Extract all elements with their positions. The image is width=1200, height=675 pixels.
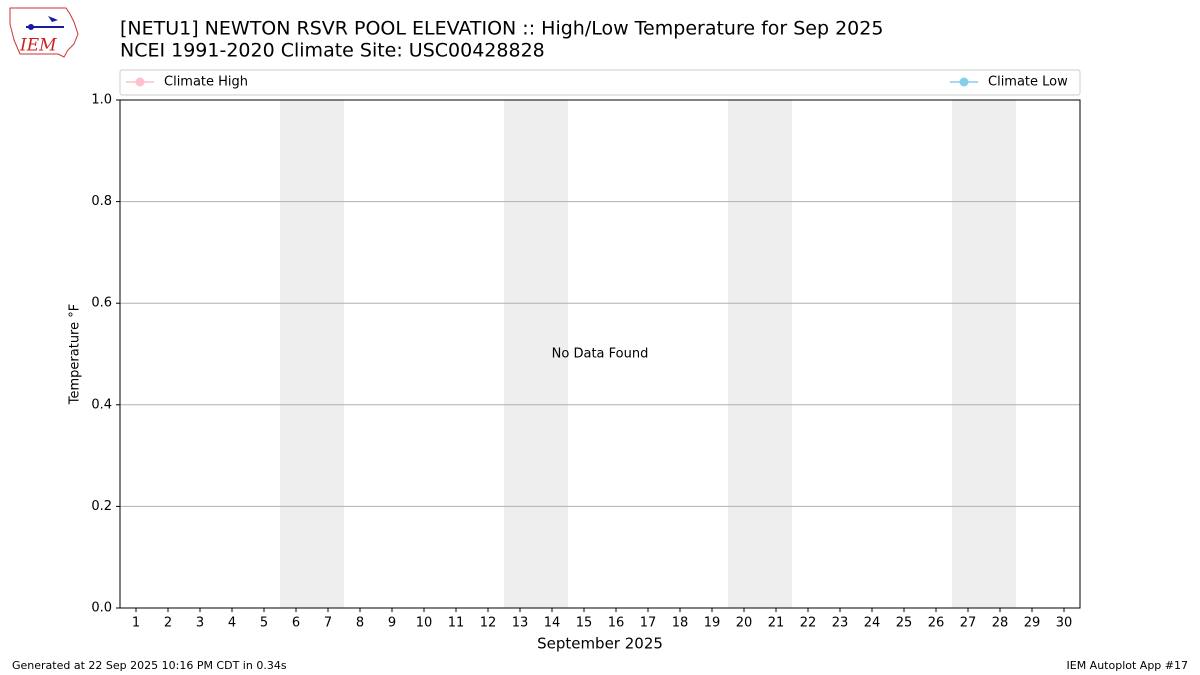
x-tick-label: 5 — [260, 616, 268, 631]
x-tick-label: 13 — [512, 616, 529, 631]
x-tick-label: 30 — [1056, 616, 1073, 631]
legend-box — [119, 69, 1081, 96]
footer-right: IEM Autoplot App #17 — [1067, 659, 1189, 672]
x-tick-label: 18 — [672, 616, 689, 631]
y-tick-label: 0.8 — [91, 194, 112, 209]
logo: IEM — [9, 7, 79, 58]
footer-left: Generated at 22 Sep 2025 10:16 PM CDT in… — [12, 659, 287, 672]
logo-text: IEM — [19, 36, 57, 56]
x-tick-label: 12 — [480, 616, 497, 631]
x-tick-label: 21 — [768, 616, 785, 631]
weekend-band — [728, 100, 760, 608]
x-tick-label: 27 — [960, 616, 977, 631]
x-tick-label: 14 — [544, 616, 561, 631]
x-tick-label: 4 — [228, 616, 236, 631]
x-axis-label: September 2025 — [537, 635, 663, 653]
weekend-band — [536, 100, 568, 608]
x-tick-label: 10 — [416, 616, 433, 631]
y-tick-label: 1.0 — [91, 93, 112, 108]
weekend-band — [760, 100, 792, 608]
logo-outline — [9, 7, 79, 58]
x-tick-label: 8 — [356, 616, 364, 631]
x-tick-label: 3 — [196, 616, 204, 631]
x-tick-label: 9 — [388, 616, 396, 631]
x-tick-label: 11 — [448, 616, 465, 631]
x-tick-label: 16 — [608, 616, 625, 631]
y-axis-label: Temperature °F — [68, 304, 83, 405]
x-tick-label: 17 — [640, 616, 657, 631]
logo-dot — [28, 24, 34, 30]
weekend-band — [312, 100, 344, 608]
x-tick-label: 23 — [832, 616, 849, 631]
x-tick-label: 1 — [132, 616, 140, 631]
x-tick-label: 6 — [292, 616, 300, 631]
plot: 0.00.20.40.60.81.01 2 3 4 5 6 7 8 9 10 11 12 13 14 15 1… — [91, 93, 1081, 631]
legend-label: Climate High — [164, 75, 248, 90]
x-tick-label: 7 — [324, 616, 332, 631]
x-tick-label: 19 — [704, 616, 721, 631]
chart-title: [NETU1] NEWTON RSVR POOL ELEVATION :: Hi… — [120, 18, 883, 40]
x-tick-label: 20 — [736, 616, 753, 631]
weekend-band — [984, 100, 1016, 608]
legend-marker — [959, 77, 969, 87]
y-tick-label: 0.2 — [91, 499, 112, 514]
x-tick-label: 29 — [1024, 616, 1041, 631]
chart-subtitle: NCEI 1991-2020 Climate Site: USC00428828 — [120, 40, 545, 62]
x-tick-label: 25 — [896, 616, 913, 631]
weekend-band — [952, 100, 984, 608]
weekend-band — [280, 100, 312, 608]
y-tick-label: 0.6 — [91, 296, 112, 311]
legend-marker — [135, 77, 145, 87]
x-tick-label: 26 — [928, 616, 945, 631]
x-tick-label: 24 — [864, 616, 881, 631]
logo-flag — [48, 16, 58, 22]
weekend-band — [504, 100, 536, 608]
x-tick-label: 28 — [992, 616, 1009, 631]
y-tick-label: 0.0 — [91, 601, 112, 616]
x-tick-label: 15 — [576, 616, 593, 631]
y-tick-label: 0.4 — [91, 397, 112, 412]
legend-label: Climate Low — [988, 75, 1068, 90]
annotation: No Data Found — [552, 347, 649, 362]
plot-frame — [119, 99, 1081, 609]
x-tick-label: 2 — [164, 616, 172, 631]
x-tick-label: 22 — [800, 616, 817, 631]
